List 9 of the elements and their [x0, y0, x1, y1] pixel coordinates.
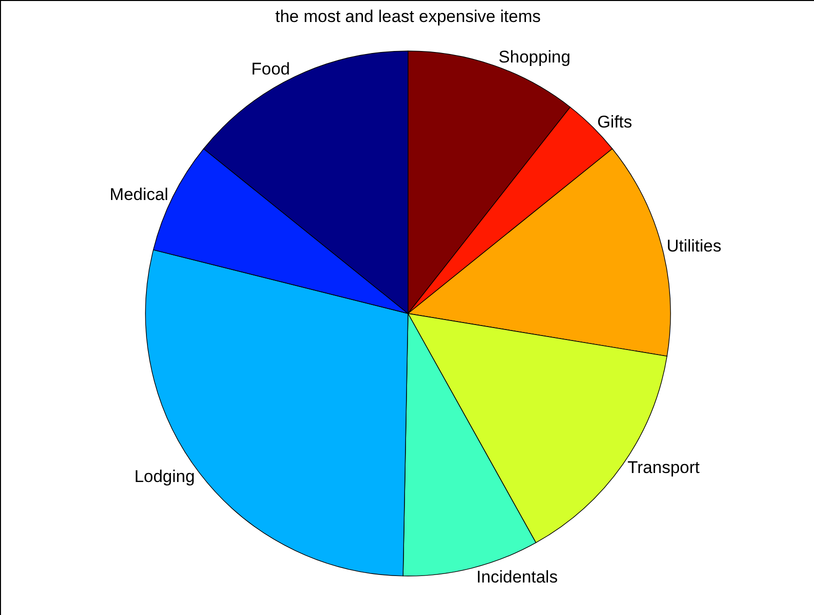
slice-label: Food [251, 59, 290, 78]
slice-label: Medical [110, 185, 168, 204]
slice-label: Utilities [666, 236, 722, 256]
slice-label: Gifts [597, 112, 632, 132]
slice-label: Lodging [134, 467, 195, 486]
slice-label: Shopping [498, 47, 570, 66]
slice-label: Transport [628, 458, 700, 478]
chart-title: the most and least expensive items [275, 7, 541, 26]
slice-label: Incidentals [476, 568, 558, 587]
